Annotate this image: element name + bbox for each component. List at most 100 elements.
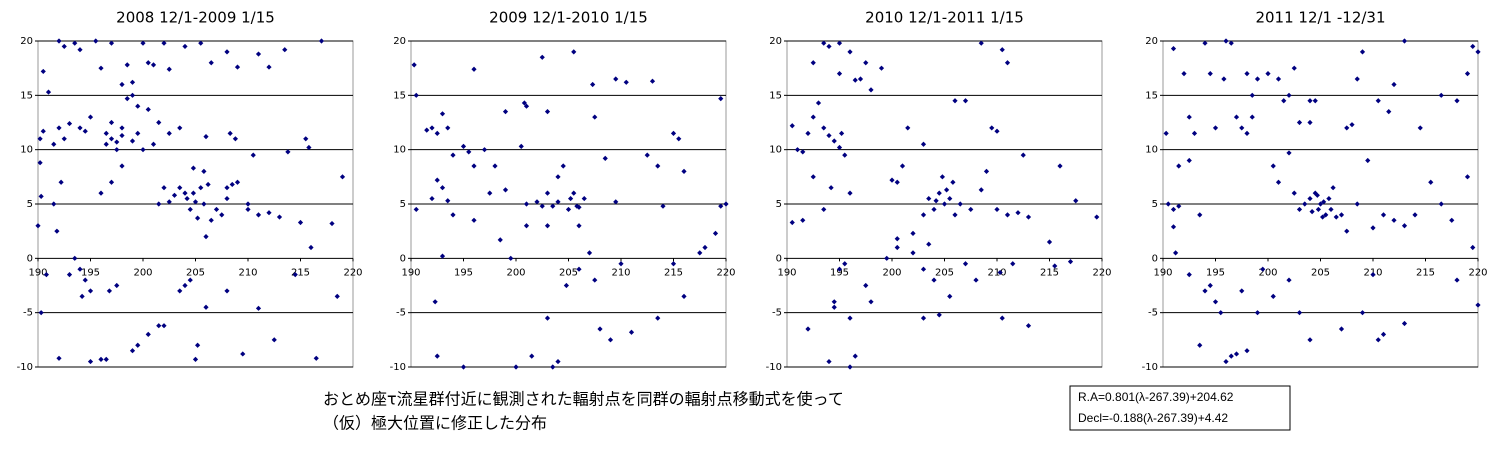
point <box>297 219 304 226</box>
point <box>968 206 974 213</box>
point <box>1197 342 1203 348</box>
point <box>1015 210 1021 216</box>
point <box>936 190 942 196</box>
point <box>439 111 446 117</box>
point <box>161 323 167 329</box>
point <box>810 174 816 180</box>
point <box>539 54 545 60</box>
x-tick-label: 190 <box>777 267 796 278</box>
point <box>868 299 874 305</box>
point <box>1186 272 1192 278</box>
point <box>182 282 188 289</box>
point <box>544 109 551 115</box>
point <box>98 190 104 196</box>
point <box>1291 65 1297 71</box>
point <box>592 277 598 283</box>
point <box>868 87 874 93</box>
point <box>607 337 614 343</box>
point <box>1307 195 1313 202</box>
point <box>910 230 916 236</box>
point <box>318 38 325 44</box>
x-tick-label: 210 <box>611 267 630 278</box>
point <box>994 128 1000 134</box>
point <box>329 220 335 227</box>
point <box>590 81 596 88</box>
y-tick-label: -5 <box>1148 308 1158 319</box>
point <box>1073 198 1079 204</box>
point <box>1401 320 1408 327</box>
point <box>255 305 262 311</box>
point <box>1228 40 1234 46</box>
point <box>1365 157 1371 164</box>
point <box>1302 201 1308 207</box>
point <box>1223 38 1229 44</box>
point <box>56 355 62 361</box>
point <box>1254 310 1261 316</box>
y-tick-label: 0 <box>776 253 782 264</box>
point <box>77 266 83 272</box>
point <box>565 206 572 213</box>
point <box>190 190 196 196</box>
point <box>1475 49 1481 55</box>
point <box>1286 277 1292 283</box>
point <box>203 134 209 140</box>
point <box>1309 209 1315 215</box>
point <box>894 179 900 185</box>
point <box>847 315 853 321</box>
chart-title: 2008 12/1-2009 1/15 <box>116 9 275 27</box>
y-tick-label: -5 <box>772 308 782 319</box>
point <box>828 185 834 191</box>
point <box>140 40 146 46</box>
point <box>434 177 440 183</box>
point <box>920 315 927 321</box>
point <box>926 195 932 202</box>
point <box>184 195 190 202</box>
point <box>1275 76 1282 82</box>
point <box>926 241 932 247</box>
point <box>140 147 146 153</box>
point <box>266 210 272 216</box>
point <box>177 185 183 191</box>
point <box>847 190 853 196</box>
point <box>308 244 314 251</box>
point <box>245 201 251 207</box>
point <box>821 40 827 46</box>
x-tick-label: 195 <box>830 267 849 278</box>
point <box>983 168 990 174</box>
point <box>1275 179 1282 185</box>
point <box>129 92 136 98</box>
point <box>1349 122 1355 128</box>
point <box>794 147 801 153</box>
point <box>108 136 115 142</box>
point <box>271 337 277 343</box>
point <box>1281 98 1287 104</box>
point <box>539 203 545 209</box>
point <box>878 65 885 71</box>
point <box>1207 71 1213 77</box>
point <box>66 120 73 127</box>
point <box>999 315 1005 321</box>
y-tick-label: 0 <box>27 253 33 264</box>
y-tick-label: 0 <box>1152 253 1158 264</box>
point <box>613 76 619 82</box>
point <box>161 40 167 46</box>
point <box>432 299 438 305</box>
point <box>994 206 1000 213</box>
point <box>429 125 435 131</box>
point <box>1207 282 1213 289</box>
point <box>920 141 927 147</box>
point <box>920 266 927 272</box>
point <box>1265 71 1271 77</box>
point <box>933 198 939 204</box>
point <box>77 125 83 131</box>
point <box>997 269 1003 276</box>
point <box>439 185 446 191</box>
chart-title: 2009 12/1-2010 1/15 <box>489 9 648 27</box>
point <box>129 138 136 144</box>
y-tick-label: -10 <box>390 362 406 373</box>
y-tick-label: 20 <box>20 36 33 47</box>
point <box>445 125 451 131</box>
y-tick-label: 15 <box>769 90 782 101</box>
point <box>103 141 109 147</box>
point <box>847 49 853 55</box>
